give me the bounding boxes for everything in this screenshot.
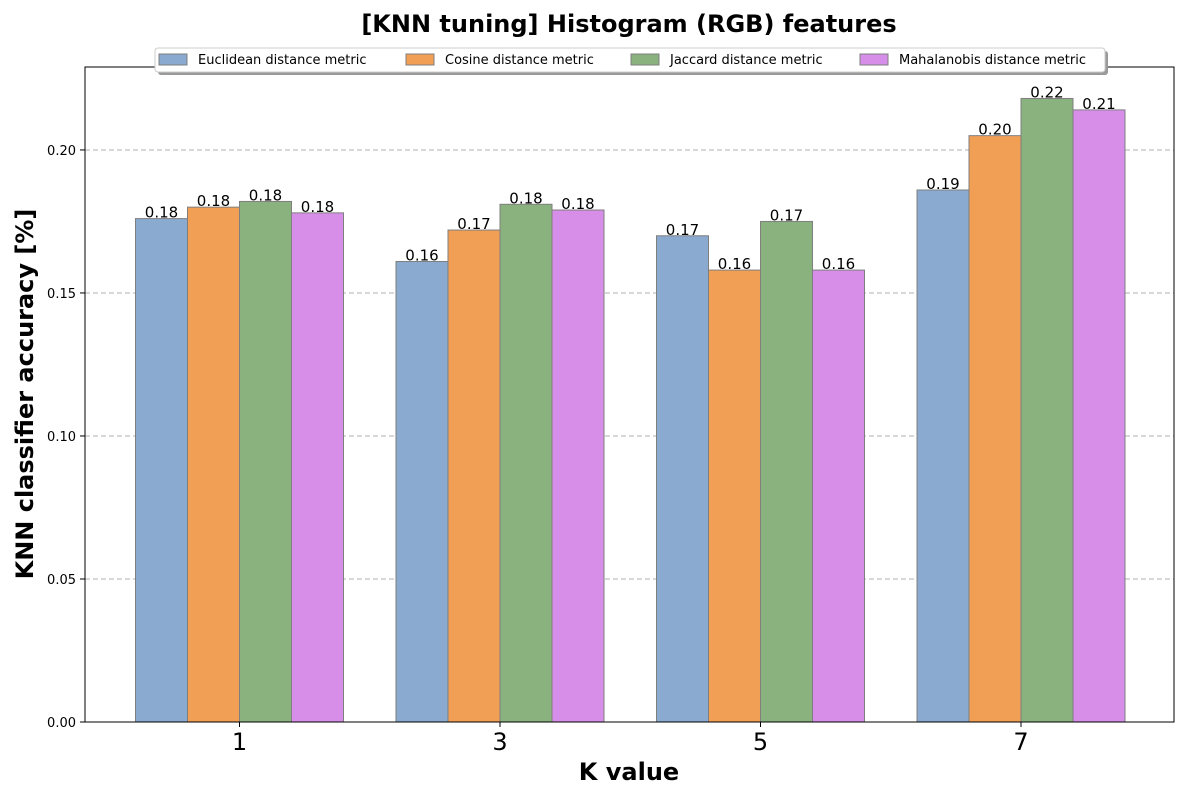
x-tick-label: 7 [1013, 728, 1028, 756]
x-axis-ticks: 1 3 5 7 [232, 722, 1029, 756]
legend-label: Mahalanobis distance metric [899, 53, 1086, 68]
bar [708, 269, 761, 723]
bar [135, 218, 188, 723]
legend-swatch [405, 53, 435, 66]
chart-title: [KNN tuning] Histogram (RGB) features [361, 10, 896, 38]
y-tick-label: 0.15 [47, 287, 76, 302]
bar [395, 260, 449, 723]
bar-value-label: 0.16 [718, 255, 751, 273]
bar [291, 212, 344, 723]
x-axis-label: K value [579, 758, 679, 786]
y-tick-label: 0.10 [47, 430, 76, 445]
bar [1020, 97, 1074, 723]
legend-swatch [630, 53, 660, 66]
bar-value-label: 0.21 [1082, 95, 1115, 113]
bar-value-label: 0.17 [770, 206, 803, 224]
bar-value-labels: 0.18 0.18 0.18 0.18 0.16 0.17 0.18 0.18 0.17 0.16… [145, 83, 1116, 273]
bar [968, 135, 1022, 723]
bar [187, 206, 240, 723]
bar [812, 269, 865, 723]
bar-value-label: 0.17 [666, 221, 699, 239]
bar [551, 209, 605, 723]
bar-value-label: 0.22 [1030, 83, 1063, 101]
legend-label: Euclidean distance metric [198, 53, 367, 68]
bar [656, 235, 709, 723]
bar-value-label: 0.17 [457, 215, 490, 233]
legend-label: Cosine distance metric [445, 53, 594, 68]
legend: Euclidean distance metric Cosine distance… [154, 47, 1108, 75]
legend-swatch [859, 53, 889, 66]
legend-swatch [158, 53, 188, 66]
bar [916, 189, 970, 723]
bar [760, 220, 813, 723]
bar [447, 229, 501, 723]
legend-label: Jaccard distance metric [669, 53, 823, 68]
x-tick-label: 5 [753, 728, 768, 756]
bar-value-label: 0.18 [509, 189, 542, 207]
bar-value-label: 0.18 [145, 204, 178, 222]
y-tick-label: 0.20 [47, 144, 76, 159]
bar-value-label: 0.19 [926, 175, 959, 193]
bars [135, 97, 1126, 723]
bar [1072, 109, 1126, 723]
y-axis-label: KNN classifier accuracy [%] [11, 209, 39, 580]
bar-value-label: 0.18 [301, 198, 334, 216]
bar-value-label: 0.18 [249, 186, 282, 204]
bar-value-label: 0.20 [978, 121, 1011, 139]
y-tick-label: 0.05 [47, 573, 76, 588]
x-tick-label: 1 [232, 728, 247, 756]
bar-value-label: 0.18 [197, 192, 230, 210]
y-axis-ticks: 0.00 0.05 0.10 0.15 0.20 [47, 144, 85, 731]
bar-value-label: 0.18 [561, 195, 594, 213]
x-tick-label: 3 [492, 728, 507, 756]
bar-value-label: 0.16 [822, 255, 855, 273]
bar [239, 200, 292, 723]
y-tick-label: 0.00 [47, 716, 76, 731]
bar-value-label: 0.16 [405, 246, 438, 264]
bar [499, 203, 553, 723]
